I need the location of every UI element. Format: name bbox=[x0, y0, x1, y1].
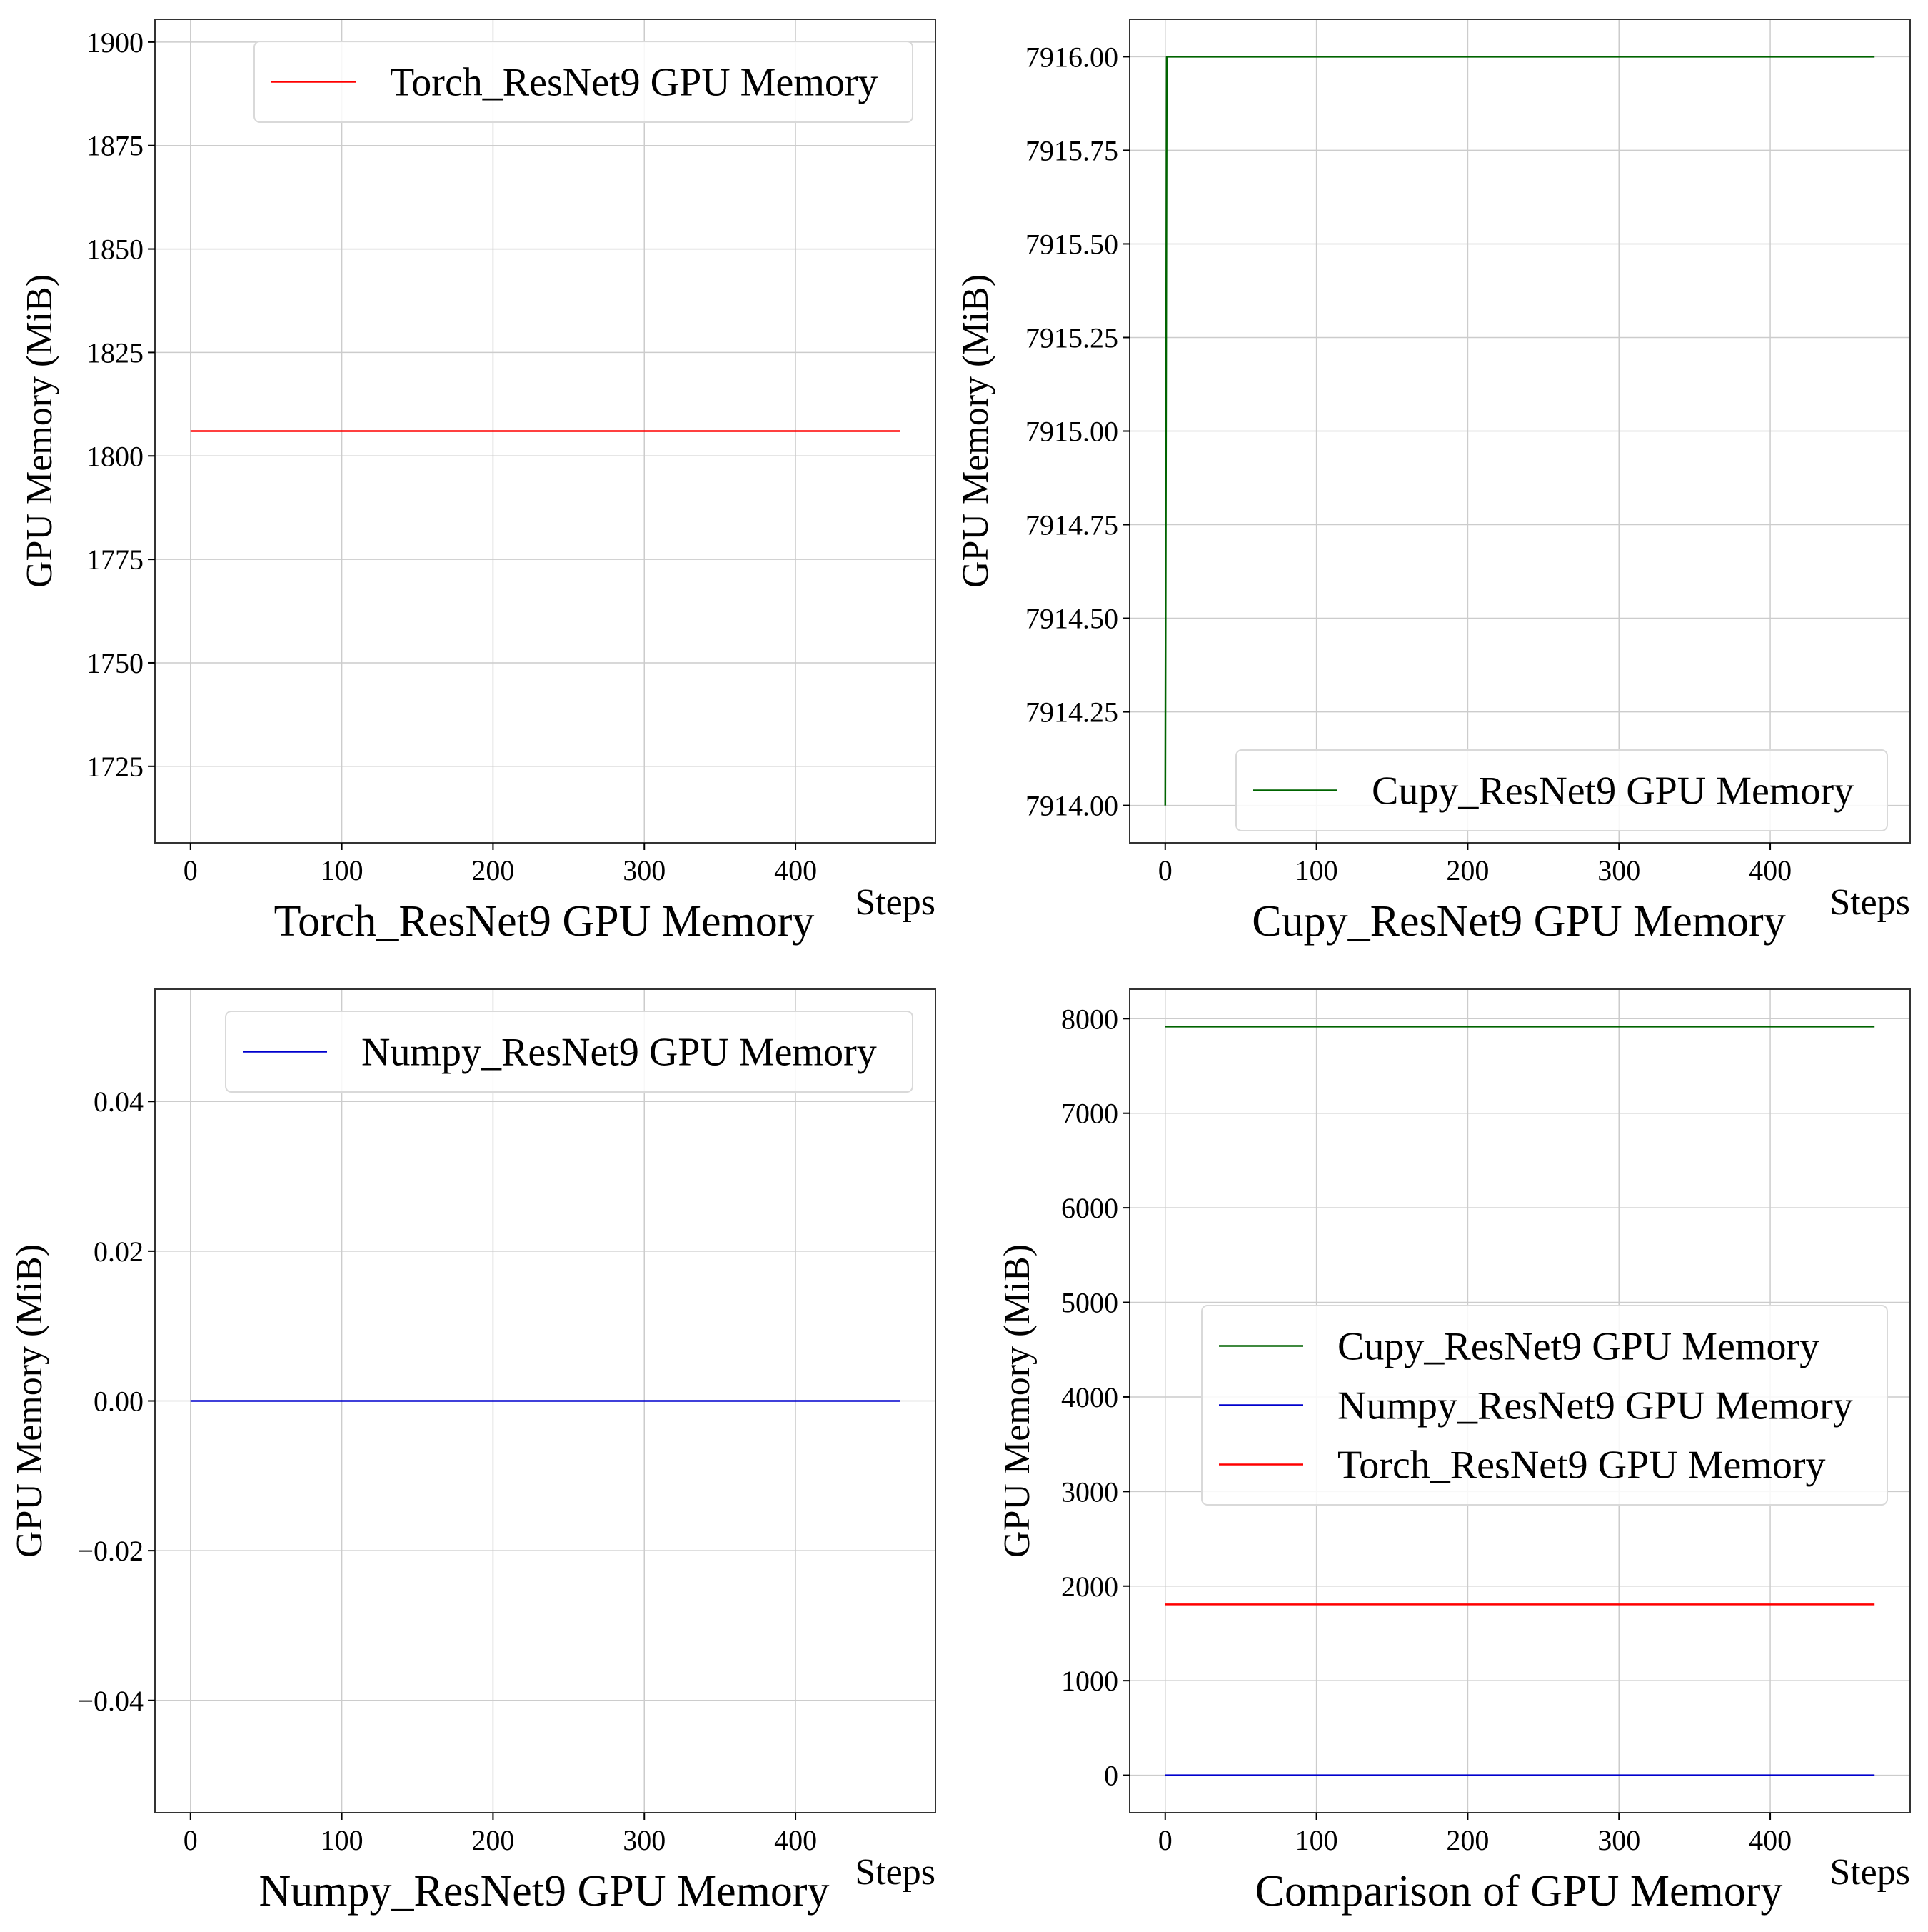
x-axis-title: Steps bbox=[1829, 882, 1910, 923]
x-tick-label: 200 bbox=[1446, 1824, 1489, 1856]
y-tick-label: 6000 bbox=[1061, 1192, 1118, 1224]
x-tick-label: 100 bbox=[1295, 854, 1338, 886]
y-tick-label: 7915.25 bbox=[1025, 321, 1118, 354]
x-axis-title: Steps bbox=[855, 1852, 935, 1893]
legend-box bbox=[225, 1011, 913, 1093]
legend-entry-label: Torch_ResNet9 GPU Memory bbox=[390, 61, 878, 105]
y-axis-title: GPU Memory (MiB) bbox=[19, 274, 60, 588]
chart-panel-4: 0 100 200 300 400010002000300040005000600070… bbox=[997, 988, 1911, 1916]
y-tick-label: 1825 bbox=[86, 336, 144, 369]
x-tick-label: 400 bbox=[774, 854, 817, 886]
x-tick-label: 300 bbox=[623, 1824, 666, 1856]
legend-entry-label: Cupy_ResNet9 GPU Memory bbox=[1372, 769, 1854, 814]
x-tick-label: 300 bbox=[623, 854, 666, 886]
chart-panel-3: 0 100 200 300 400 −0.04 −0.02 0.00 0.02 0.04 GPU M… bbox=[9, 988, 936, 1916]
legend: Torch_ResNet9 GPU Memory bbox=[253, 41, 913, 123]
y-tick-label: 1725 bbox=[86, 751, 144, 783]
plot-frame bbox=[154, 19, 936, 844]
y-tick-label: 7915.75 bbox=[1025, 134, 1118, 166]
x-tick-label: 200 bbox=[471, 1824, 514, 1856]
y-tick-label: 5000 bbox=[1061, 1287, 1118, 1319]
series-line-cupy bbox=[1164, 56, 1875, 806]
x-tick-label: 400 bbox=[1749, 1824, 1792, 1856]
y-tick-label: −0.02 bbox=[77, 1535, 144, 1567]
y-tick-label: 7916.00 bbox=[1025, 41, 1118, 73]
y-tick-label: 1800 bbox=[86, 440, 144, 472]
x-tick-label: 0 bbox=[1158, 854, 1173, 886]
y-tick-label: 2000 bbox=[1061, 1571, 1118, 1603]
panel-title: Numpy_ResNet9 GPU Memory bbox=[258, 1867, 829, 1916]
legend-box bbox=[1235, 749, 1888, 831]
legend: Numpy_ResNet9 GPU Memory bbox=[225, 1011, 913, 1093]
panel-title: Cupy_ResNet9 GPU Memory bbox=[1252, 897, 1785, 946]
y-tick-label: 7914.00 bbox=[1025, 790, 1118, 822]
y-tick-label: 1900 bbox=[86, 26, 144, 59]
y-tick-label: 7914.50 bbox=[1025, 603, 1118, 635]
x-tick-label: 200 bbox=[471, 854, 514, 886]
x-tick-label: 300 bbox=[1597, 854, 1640, 886]
panel-title: Comparison of GPU Memory bbox=[1255, 1867, 1783, 1916]
plot-frame bbox=[1129, 988, 1911, 1813]
y-tick-label: 7914.25 bbox=[1025, 696, 1118, 729]
legend: Cupy_ResNet9 GPU Memory Numpy_ResNet9 GPU… bbox=[1201, 1305, 1888, 1506]
y-tick-label: 0.00 bbox=[94, 1386, 144, 1418]
y-axis-title: GPU Memory (MiB) bbox=[9, 1244, 50, 1558]
y-tick-label: 7915.00 bbox=[1025, 416, 1118, 448]
y-tick-label: −0.04 bbox=[77, 1685, 144, 1717]
x-axis-title: Steps bbox=[1829, 1852, 1910, 1893]
legend-box bbox=[253, 41, 913, 123]
y-tick-label: 1875 bbox=[86, 130, 144, 162]
x-tick-label: 400 bbox=[774, 1824, 817, 1856]
legend: Cupy_ResNet9 GPU Memory bbox=[1235, 749, 1888, 831]
y-tick-label: 4000 bbox=[1061, 1381, 1118, 1413]
legend-entry-label: Cupy_ResNet9 GPU Memory bbox=[1337, 1325, 1819, 1369]
legend-entry-label: Numpy_ResNet9 GPU Memory bbox=[361, 1031, 877, 1075]
x-axis-title: Steps bbox=[855, 882, 935, 923]
y-tick-label: 1000 bbox=[1061, 1665, 1118, 1697]
y-tick-label: 7914.75 bbox=[1025, 509, 1118, 541]
chart-panel-1: 0 100 200 300 400 1725 1750 1775 1800 1825 1850 187… bbox=[19, 19, 936, 946]
legend-box bbox=[1201, 1305, 1888, 1506]
legend-entry-label: Numpy_ResNet9 GPU Memory bbox=[1337, 1384, 1853, 1428]
x-tick-label: 0 bbox=[184, 1824, 198, 1856]
y-tick-label: 7000 bbox=[1061, 1098, 1118, 1130]
y-tick-label: 7915.50 bbox=[1025, 228, 1118, 260]
y-tick-label: 8000 bbox=[1061, 1003, 1118, 1035]
legend-entry-label: Torch_ResNet9 GPU Memory bbox=[1337, 1443, 1826, 1488]
x-tick-label: 200 bbox=[1446, 854, 1489, 886]
y-tick-label: 0 bbox=[1104, 1760, 1118, 1792]
x-tick-label: 100 bbox=[321, 854, 363, 886]
x-tick-label: 400 bbox=[1749, 854, 1792, 886]
y-tick-label: 0.04 bbox=[94, 1086, 144, 1118]
x-tick-label: 0 bbox=[1158, 1824, 1173, 1856]
y-tick-label: 3000 bbox=[1061, 1476, 1118, 1508]
x-tick-label: 100 bbox=[1295, 1824, 1338, 1856]
y-axis-title: GPU Memory (MiB) bbox=[955, 274, 996, 588]
y-tick-label: 1850 bbox=[86, 234, 144, 266]
panel-title: Torch_ResNet9 GPU Memory bbox=[274, 897, 815, 946]
y-axis-title: GPU Memory (MiB) bbox=[997, 1244, 1038, 1558]
y-tick-label: 1775 bbox=[86, 544, 144, 576]
y-tick-label: 0.02 bbox=[94, 1236, 144, 1268]
y-tick-label: 1750 bbox=[86, 647, 144, 679]
chart-panel-2: 0 100 200 300 400 7914.00 7914.25 7914.50 7914.7… bbox=[955, 19, 1911, 946]
x-tick-label: 100 bbox=[321, 1824, 363, 1856]
x-tick-label: 0 bbox=[184, 854, 198, 886]
x-tick-label: 300 bbox=[1597, 1824, 1640, 1856]
